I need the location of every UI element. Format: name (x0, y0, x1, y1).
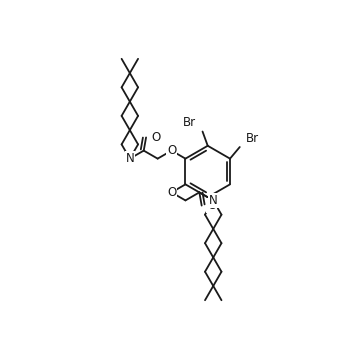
Text: O: O (151, 131, 161, 144)
Text: O: O (167, 186, 176, 199)
Text: Br: Br (183, 117, 196, 129)
Text: O: O (167, 144, 176, 157)
Text: O: O (207, 199, 217, 212)
Text: N: N (209, 194, 218, 207)
Text: N: N (126, 152, 134, 165)
Text: Br: Br (246, 132, 259, 145)
